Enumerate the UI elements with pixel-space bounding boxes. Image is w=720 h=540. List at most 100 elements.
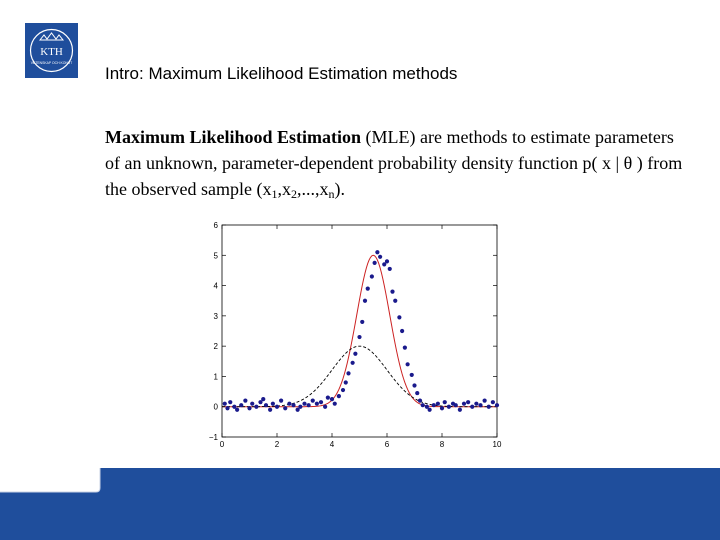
data-point: [254, 404, 259, 409]
data-point: [412, 383, 417, 388]
sub-1: 1: [271, 187, 278, 201]
footer-band: [0, 468, 720, 540]
data-point: [350, 360, 355, 365]
data-point: [365, 286, 370, 291]
data-point: [310, 398, 315, 403]
data-point: [343, 380, 348, 385]
data-point: [279, 398, 284, 403]
data-point: [261, 397, 266, 402]
data-point: [378, 254, 383, 259]
data-point: [228, 400, 233, 405]
density-curve: [222, 345, 497, 408]
data-point: [490, 400, 495, 405]
data-point: [298, 404, 303, 409]
data-point: [283, 406, 288, 411]
data-point: [397, 315, 402, 320]
data-point: [466, 400, 471, 405]
x-tick-label: 0: [220, 440, 225, 449]
data-point: [247, 406, 252, 411]
data-point: [417, 398, 423, 403]
data-point: [470, 404, 475, 409]
plot-frame: [221, 224, 498, 438]
sep-1: ,x: [277, 179, 291, 199]
data-point: [314, 401, 319, 406]
slide-paragraph: Maximum Likelihood Estimation (MLE) are …: [105, 124, 685, 202]
data-point: [239, 403, 244, 408]
logo-text-bottom: VETENSKAP OCH KONST: [31, 61, 72, 65]
data-point: [268, 407, 273, 412]
data-point: [482, 398, 487, 403]
data-point: [387, 266, 392, 272]
paragraph-bold-term: Maximum Likelihood Estimation: [105, 127, 362, 147]
x-tick-label: 2: [275, 440, 280, 449]
data-point: [325, 395, 330, 400]
data-point: [478, 403, 483, 408]
x-tick-label: 10: [493, 440, 502, 449]
y-tick-label: 0: [214, 403, 219, 412]
data-point: [318, 400, 324, 405]
y-tick-label: 6: [214, 221, 219, 230]
data-point: [291, 403, 296, 408]
data-point: [384, 259, 390, 264]
data-point: [274, 404, 280, 409]
data-point: [405, 362, 410, 367]
data-point: [375, 250, 380, 255]
kth-logo-emblem: KTH VETENSKAP OCH KONST: [29, 28, 74, 73]
data-point: [382, 262, 387, 267]
data-point: [250, 401, 255, 406]
paragraph-formula: p( x | θ ): [582, 153, 643, 173]
data-point: [302, 401, 307, 406]
data-point: [402, 345, 407, 350]
logo-text-top: KTH: [40, 46, 63, 58]
data-point: [435, 401, 440, 406]
data-point: [329, 397, 335, 402]
kth-logo: KTH VETENSKAP OCH KONST: [25, 23, 78, 78]
y-tick-label: −1: [209, 433, 219, 442]
data-point: [287, 401, 292, 406]
paragraph-text-2: from the observed sample (x: [105, 153, 683, 199]
data-point: [270, 401, 275, 406]
data-point: [427, 407, 432, 412]
data-point: [390, 289, 395, 294]
y-tick-label: 1: [214, 372, 219, 381]
data-point: [439, 406, 445, 411]
slide-title: Intro: Maximum Likelihood Estimation met…: [105, 64, 458, 83]
data-point: [494, 403, 500, 408]
data-point: [235, 407, 240, 412]
data-point: [232, 404, 237, 409]
y-tick-label: 3: [214, 312, 219, 321]
data-point: [222, 401, 227, 406]
data-point: [431, 403, 436, 408]
sep-2: ,...,x: [296, 179, 329, 199]
data-point: [457, 407, 462, 412]
y-tick-label: 5: [214, 251, 219, 260]
data-point: [243, 398, 248, 403]
data-point: [362, 298, 368, 303]
sub-2: 2: [290, 187, 297, 201]
data-point: [295, 407, 300, 412]
sub-n: n: [328, 187, 335, 201]
data-point: [340, 387, 346, 393]
data-point: [357, 334, 362, 340]
data-point: [409, 372, 414, 378]
mle-chart: 0 2 4 6 8 10 −1 0 1 2 3 4 5 6: [195, 215, 510, 455]
data-point: [369, 274, 374, 279]
data-point: [446, 404, 451, 409]
x-tick-label: 6: [385, 440, 390, 449]
data-point: [336, 394, 341, 399]
data-point: [346, 371, 351, 376]
paragraph-text-1: (MLE) are methods to estimate parameters…: [105, 127, 674, 173]
y-tick-label: 2: [214, 342, 219, 351]
data-point: [474, 401, 479, 406]
data-point: [353, 351, 358, 356]
data-point: [332, 401, 337, 406]
y-tick-label: 4: [214, 282, 219, 291]
data-point: [306, 403, 311, 408]
data-point: [461, 401, 467, 406]
data-point: [323, 404, 328, 409]
data-point: [453, 403, 458, 408]
data-point: [393, 298, 398, 303]
data-point: [225, 406, 230, 411]
data-point: [372, 260, 377, 265]
